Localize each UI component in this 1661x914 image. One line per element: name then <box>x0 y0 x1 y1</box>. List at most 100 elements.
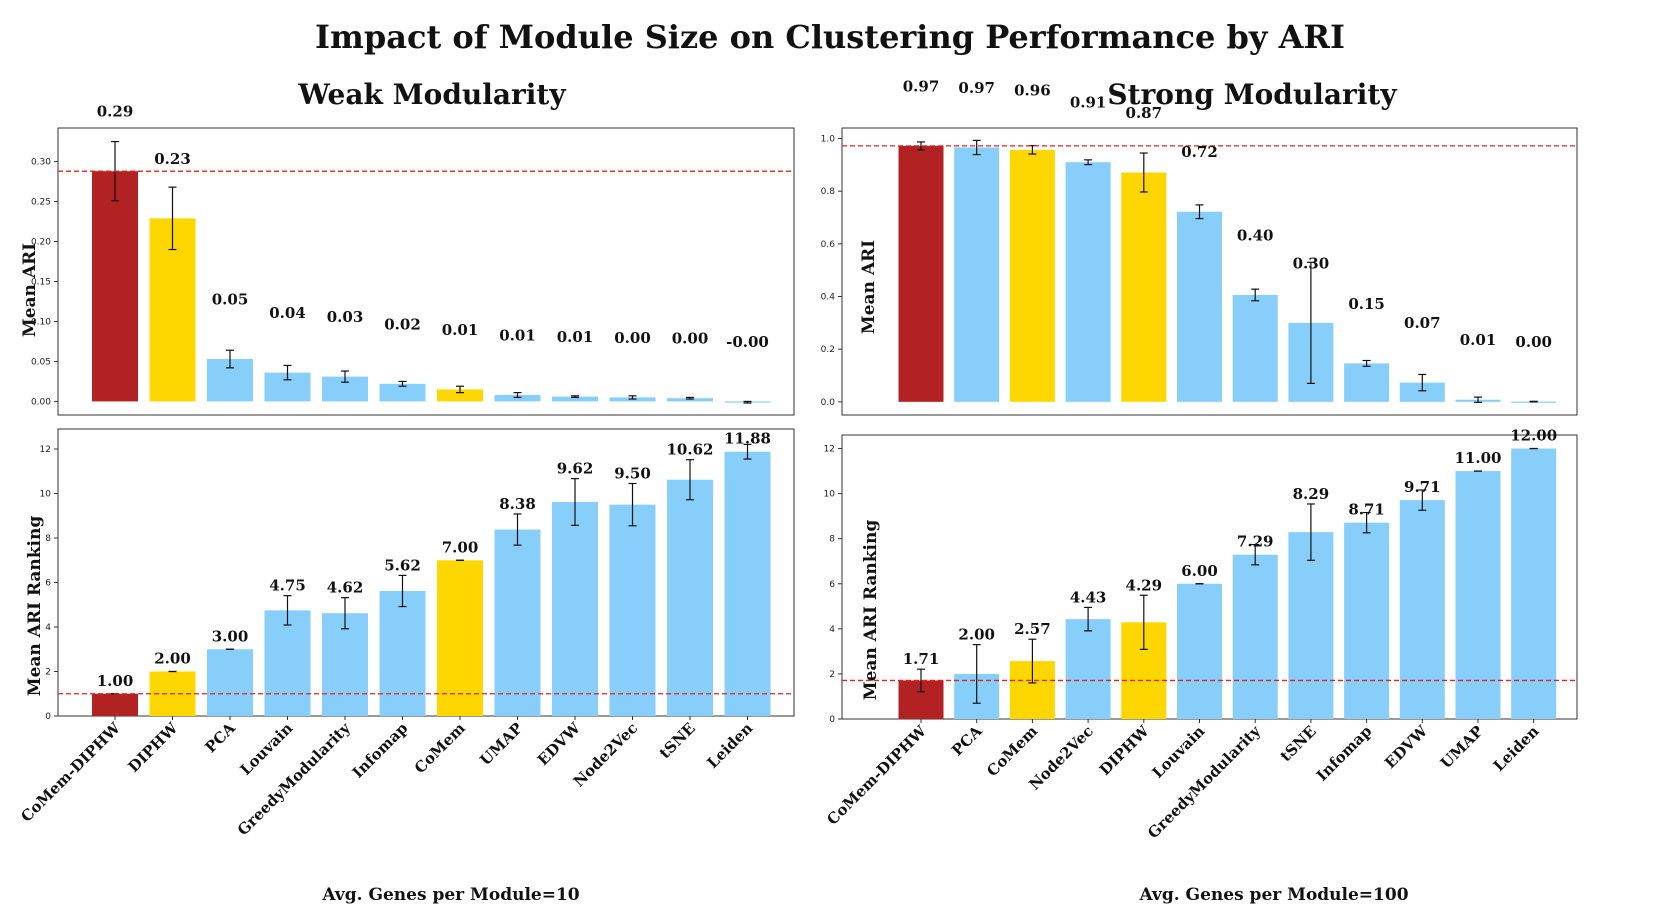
strong-ari-value-label: 0.15 <box>1348 295 1385 313</box>
strong-ranking-ytick-label: 2 <box>829 670 835 680</box>
strong-ari-bar <box>1177 211 1222 402</box>
weak-ranking-category-label: PCA <box>201 719 239 757</box>
weak-ranking-category-label: UMAP <box>476 719 526 769</box>
weak-ari-value-label: 0.03 <box>327 308 364 326</box>
weak-ari-ytick-label: 0.25 <box>31 198 51 208</box>
strong-ranking-value-label: 8.29 <box>1293 485 1330 503</box>
strong-ranking-ytick-label: 6 <box>829 580 835 590</box>
strong-ari-bar <box>1232 294 1278 402</box>
weak-ranking-value-label: 9.62 <box>557 460 594 478</box>
weak-ari-ytick-label: 0.10 <box>31 317 51 327</box>
weak-ranking-bar <box>92 693 138 716</box>
strong-ari-bar <box>954 147 1000 402</box>
weak-ranking-bar <box>322 613 368 716</box>
weak-ranking-bar <box>207 649 253 716</box>
weak-ari-bar <box>494 395 541 402</box>
strong-ari-ytick-label: 0.4 <box>821 293 836 303</box>
strong-ranking-value-label: 6.00 <box>1181 562 1218 580</box>
strong-ari-bar <box>898 145 944 402</box>
strong-ari-value-label: 0.07 <box>1404 314 1441 332</box>
weak-ranking-value-label: 2.00 <box>154 650 191 668</box>
strong-ranking-category-label: EDVW <box>1381 721 1432 772</box>
strong-ari-ytick-label: 0.8 <box>821 187 836 197</box>
strong-ranking-bar <box>1399 500 1445 719</box>
strong-ranking-bar <box>1288 532 1334 719</box>
weak-ranking-category-label: EDVW <box>534 718 585 769</box>
weak-ranking-bar <box>494 529 541 716</box>
strong-ranking-value-label: 4.29 <box>1126 576 1163 594</box>
weak-ranking-value-label: 4.62 <box>327 579 364 597</box>
strong-ranking-category-label: GreedyModularity <box>1144 721 1265 842</box>
strong-ranking-category-label: CoMem-DIPHW <box>823 721 930 828</box>
strong-ranking-value-label: 12.00 <box>1510 427 1557 445</box>
strong-ranking-value-label: 2.57 <box>1014 620 1051 638</box>
weak-ranking-value-label: 5.62 <box>384 556 421 574</box>
weak-ari-ytick-label: 0.00 <box>31 397 51 407</box>
weak-ari-bar <box>379 383 426 402</box>
strong-ari-value-label: 0.30 <box>1293 254 1330 272</box>
strong-ari-ytick-label: 1.0 <box>821 135 836 145</box>
weak-ranking-value-label: 11.88 <box>724 430 771 448</box>
strong-ranking-ytick-label: 4 <box>829 625 835 635</box>
strong-ranking-bar <box>1344 522 1390 719</box>
strong-ari-value-label: 0.72 <box>1181 143 1218 161</box>
strong-ari-ytick-label: 0.2 <box>821 345 835 355</box>
weak-ari-value-label: -0.00 <box>726 333 769 351</box>
plot-weak-ranking: 0 2 4 6 8 10 12 1.00 2.00 3.00 4.75 4.62 5.62 7.00 8.3… <box>17 428 795 839</box>
weak-ranking-category-label: GreedyModularity <box>234 718 355 839</box>
strong-ari-ytick-label: 0.6 <box>821 240 836 250</box>
column-title-strong: Strong Modularity <box>1107 78 1397 111</box>
plot-weak-ari: 0.00 0.05 0.10 0.15 0.20 0.25 0.30 0.29 0.23 0.05… <box>31 103 795 416</box>
strong-ranking-bar <box>1455 471 1501 719</box>
weak-ari-value-label: 0.01 <box>442 321 479 339</box>
weak-ranking-ytick-label: 4 <box>45 623 51 633</box>
strong-ari-bar <box>1344 363 1390 402</box>
weak-ari-value-label: 0.05 <box>212 291 249 309</box>
weak-ari-ytick-label: 0.15 <box>31 277 51 287</box>
strong-ranking-category-label: DIPHW <box>1096 721 1154 779</box>
weak-ranking-bar <box>609 504 656 716</box>
weak-ranking-bar <box>264 610 311 716</box>
weak-ari-value-label: 0.04 <box>269 304 306 322</box>
weak-ari-bar <box>437 389 483 402</box>
weak-ari-ytick-label: 0.30 <box>31 158 51 168</box>
strong-ranking-value-label: 8.71 <box>1348 501 1385 519</box>
xlabel-weak: Avg. Genes per Module=10 <box>321 885 579 905</box>
strong-ari-value-label: 0.96 <box>1014 81 1051 99</box>
weak-ranking-category-label: Louvain <box>237 719 297 779</box>
strong-ranking-category-label: CoMem <box>983 722 1041 780</box>
weak-ari-bar <box>667 398 713 402</box>
weak-ranking-bar <box>667 479 713 716</box>
xlabel-strong: Avg. Genes per Module=100 <box>1138 885 1408 905</box>
strong-ranking-value-label: 9.71 <box>1404 478 1441 496</box>
strong-ranking-ytick-label: 12 <box>824 445 835 455</box>
weak-ranking-ytick-label: 0 <box>45 712 51 722</box>
strong-ranking-bar <box>1177 583 1222 719</box>
weak-ranking-bar <box>437 560 483 716</box>
strong-ranking-value-label: 11.00 <box>1455 449 1502 467</box>
weak-ranking-value-label: 9.50 <box>614 465 651 483</box>
weak-ranking-value-label: 8.38 <box>499 495 536 513</box>
strong-ari-value-label: 0.01 <box>1460 331 1497 349</box>
weak-ari-value-label: 0.23 <box>154 150 191 168</box>
strong-ranking-ytick-label: 0 <box>829 715 835 725</box>
strong-ranking-category-label: UMAP <box>1437 722 1487 772</box>
column-title-weak: Weak Modularity <box>297 78 566 111</box>
strong-ranking-bar <box>1065 619 1111 719</box>
ylabel-weak-ari: Mean ARI <box>20 243 40 337</box>
weak-ranking-value-label: 10.62 <box>667 441 714 459</box>
weak-ranking-value-label: 4.75 <box>269 577 306 595</box>
strong-ari-value-label: 0.00 <box>1515 333 1552 351</box>
weak-ari-bar <box>92 171 138 402</box>
weak-ari-value-label: 0.00 <box>672 330 709 348</box>
ylabel-strong-ari: Mean ARI <box>859 240 879 334</box>
weak-ari-value-label: 0.01 <box>557 328 594 346</box>
weak-ranking-ytick-label: 12 <box>40 445 51 455</box>
strong-ranking-value-label: 2.00 <box>958 626 995 644</box>
weak-ari-ytick-label: 0.20 <box>31 238 51 248</box>
plot-strong-ranking: 0 2 4 6 8 10 12 1.71 2.00 2.57 4.43 4.29 6.00 7.29 8.2… <box>823 427 1578 842</box>
weak-ranking-ytick-label: 2 <box>45 668 51 678</box>
strong-ranking-value-label: 7.29 <box>1237 533 1274 551</box>
weak-ranking-value-label: 7.00 <box>442 538 479 556</box>
